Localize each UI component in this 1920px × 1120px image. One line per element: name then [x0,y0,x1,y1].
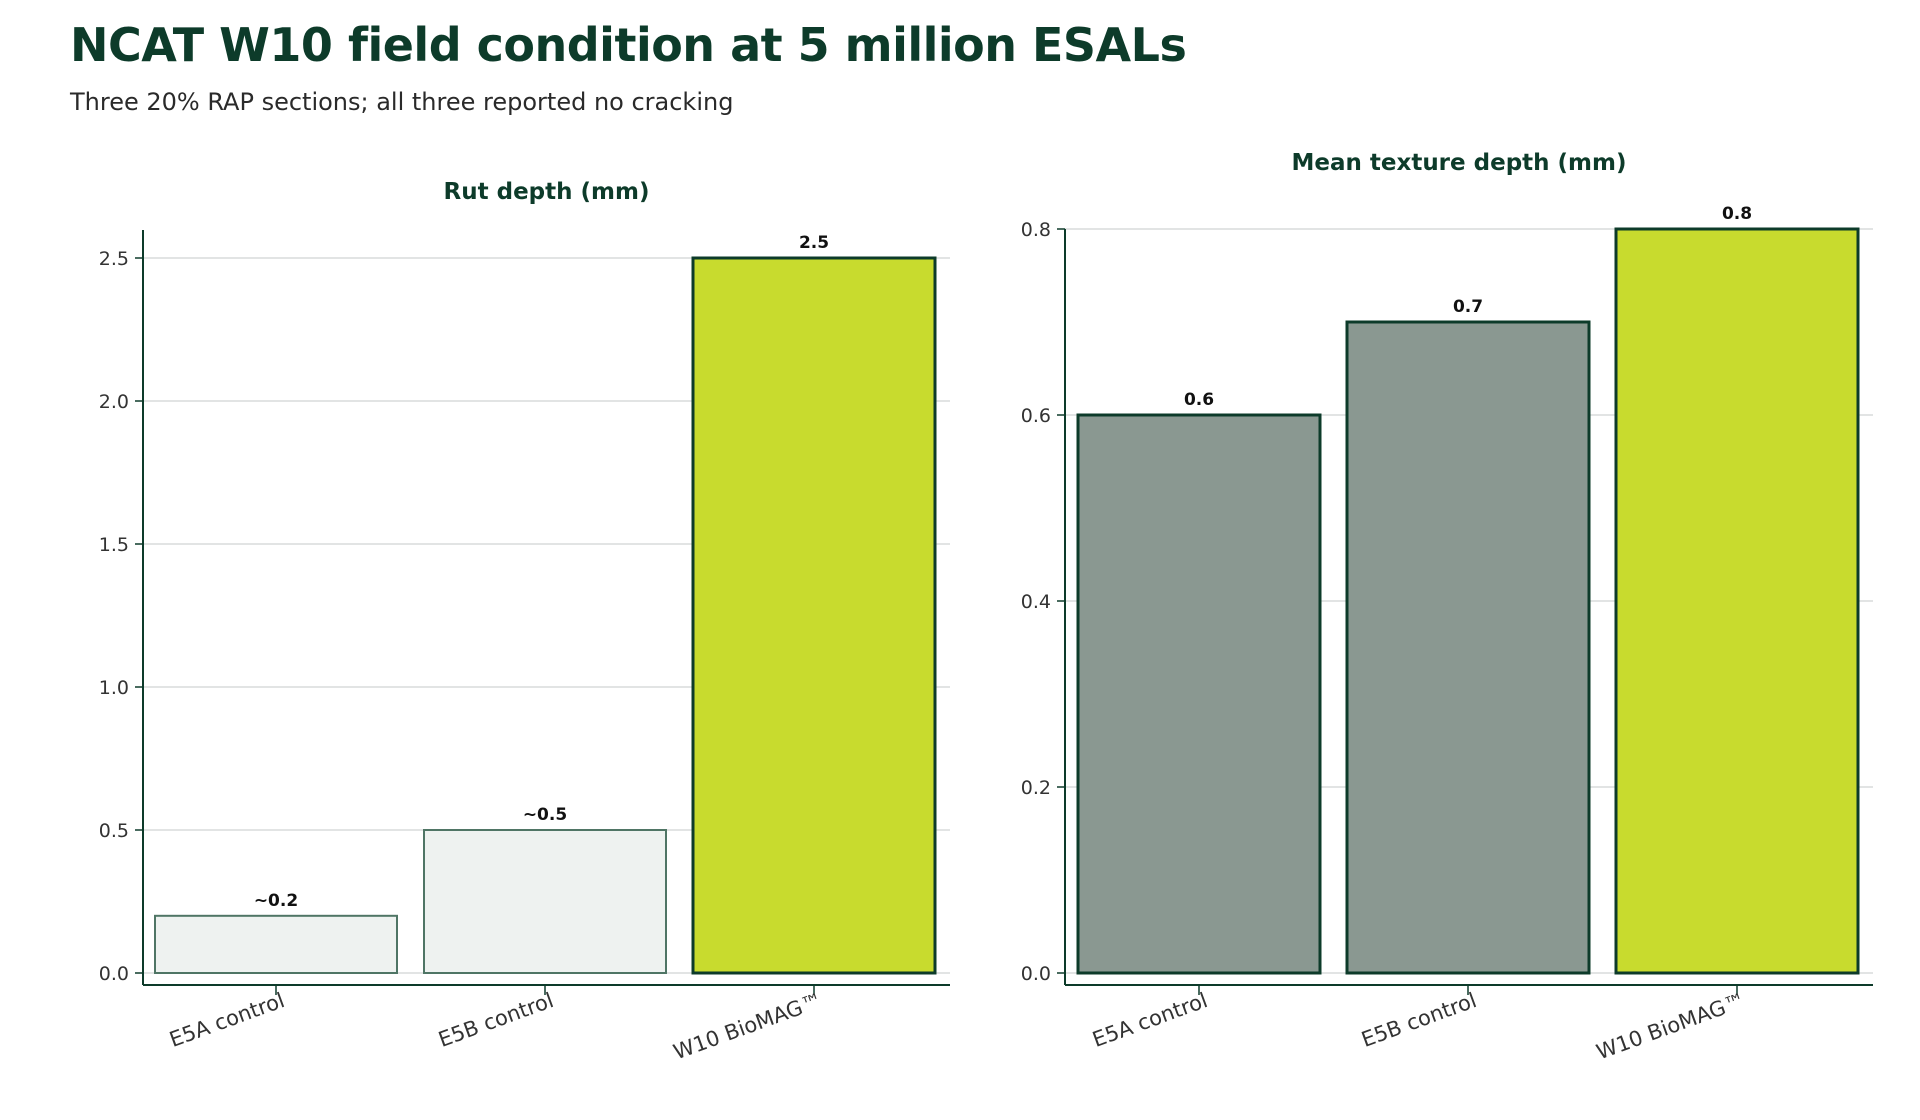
panel-title-1: Rut depth (mm) [444,179,650,205]
category-label-2-3: W10 BioMAG™ [1593,988,1748,1064]
y-tick-label-1-4: 2.0 [99,391,129,413]
value-label-1-2: ~0.5 [523,805,567,825]
category-label-2-1: E5A control [1089,988,1210,1052]
chart-subtitle: Three 20% RAP sections; all three report… [70,88,734,116]
bar-1-1 [154,914,398,974]
y-tick-label-2-4: 0.8 [1021,219,1051,241]
category-label-1-1: E5A control [166,988,287,1052]
y-tick-label-1-0: 0.0 [99,963,129,985]
bar-2-3 [1614,227,1860,975]
y-tick-label-2-3: 0.6 [1021,405,1051,427]
bar-2-2 [1345,320,1591,975]
category-label-2-2: E5B control [1358,988,1479,1052]
category-label-1-2: E5B control [435,988,556,1052]
chart-title: NCAT W10 field condition at 5 million ES… [70,18,1187,72]
y-tick-label-1-1: 0.5 [99,820,129,842]
y-tick-label-2-0: 0.0 [1021,963,1051,985]
y-tick-label-2-1: 0.2 [1021,777,1051,799]
bar-2-1 [1076,413,1322,975]
value-label-1-1: ~0.2 [254,891,298,911]
category-label-1-3: W10 BioMAG™ [670,988,825,1064]
value-label-2-1: 0.6 [1184,390,1214,410]
y-tick-label-1-3: 1.5 [99,534,129,556]
panel-title-2: Mean texture depth (mm) [1292,150,1627,176]
y-tick-label-2-2: 0.4 [1021,591,1051,613]
value-label-2-2: 0.7 [1453,297,1483,317]
bar-1-3 [691,256,937,975]
value-label-1-3: 2.5 [799,233,829,253]
bar-1-2 [423,829,667,974]
y-tick-label-1-5: 2.5 [99,248,129,270]
y-tick-label-1-2: 1.0 [99,677,129,699]
value-label-2-3: 0.8 [1722,204,1752,224]
